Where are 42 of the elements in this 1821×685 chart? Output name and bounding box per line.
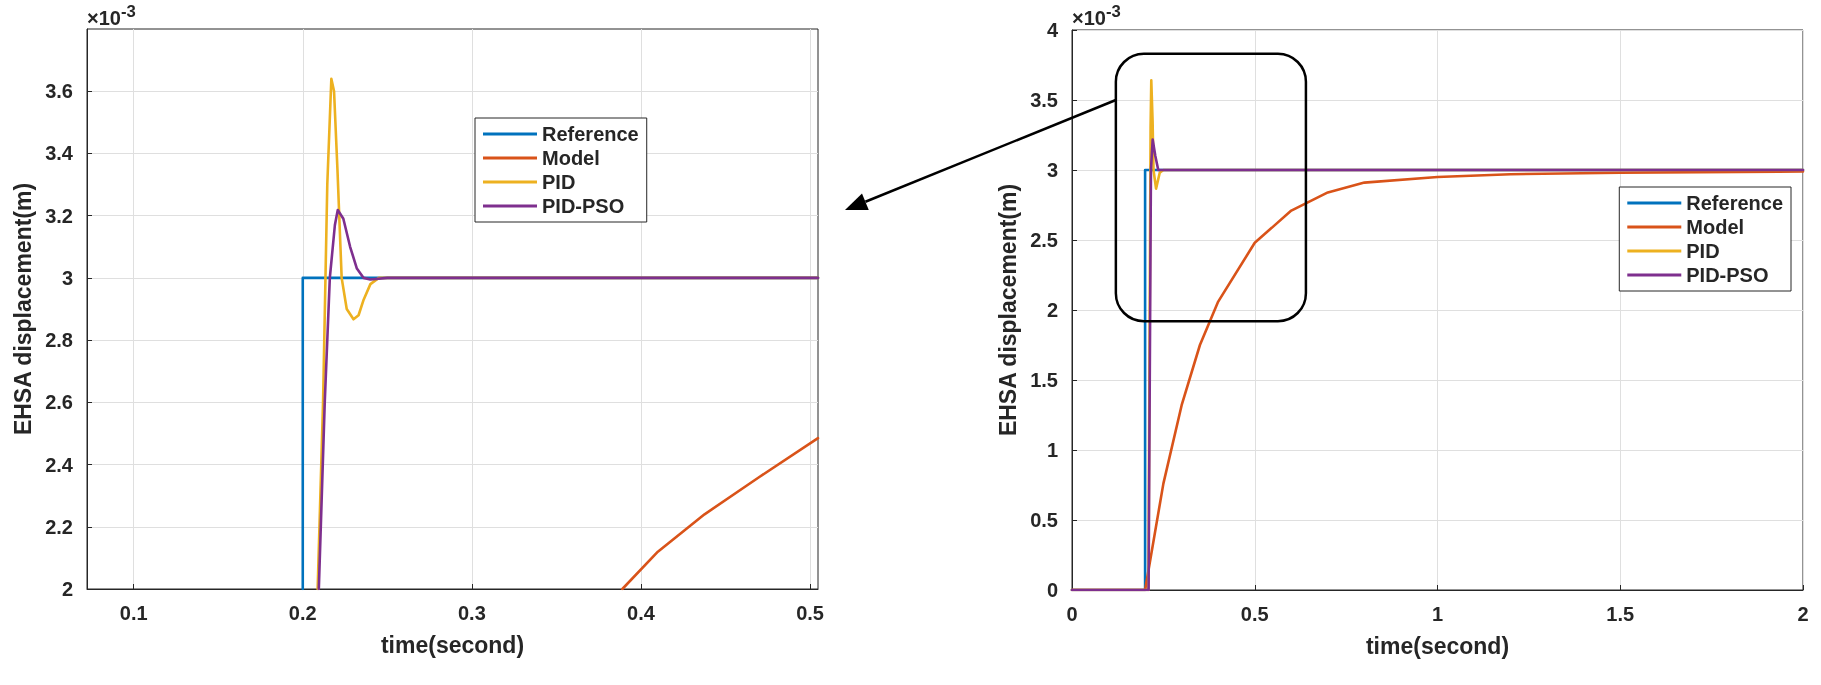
y-axis-title: EHSA displacement(m) [994,183,1021,437]
legend-label: Model [1686,216,1745,238]
y-tick-label: 3 [61,266,73,289]
y-tick-label: 2 [1046,299,1058,321]
x-tick-label: 0.5 [796,602,824,624]
legend-label: Model [542,147,600,169]
x-tick-label: 1 [1431,603,1444,625]
y-tick-label: 1.5 [1030,369,1058,391]
y-tick-label: 0.5 [1030,509,1058,531]
legend-label: PID-PSO [1686,264,1769,286]
x-tick-label: 1.5 [1606,603,1635,625]
x-tick-label: 0.3 [457,602,486,624]
y-tick-label: 2.4 [45,453,74,476]
y-tick-label: 3.2 [45,204,73,227]
x-tick-label: 0.5 [1240,603,1269,625]
y-tick-label: 2 [61,578,73,600]
y-tick-label: 4 [1046,19,1059,41]
y-tick-label: 2.8 [45,329,73,352]
y-tick-label: 3.4 [45,142,74,165]
legend-label: Reference [542,123,639,145]
y-tick-label: 3.6 [45,80,73,103]
legend-label: PID [542,171,576,193]
legend-label: PID [1686,240,1720,262]
y-tick-label: 1 [1046,439,1058,461]
y-tick-label: 3 [1046,159,1058,181]
x-axis-title: time(second) [1365,632,1510,659]
y-tick-label: 2.2 [45,515,73,538]
legend-label: PID-PSO [542,195,625,217]
y-tick-label: 3.5 [1030,89,1058,111]
x-tick-label: 0.4 [627,602,656,624]
x-tick-label: 0 [1066,603,1078,625]
y-tick-label: 2.6 [45,391,73,414]
text: ×10$^{-3}$ [87,2,136,30]
x-tick-label: 0.1 [119,602,148,624]
x-tick-label: 0.2 [288,602,317,624]
text: ×10$^{-3}$ [1072,2,1121,30]
y-tick-label: 0 [1046,579,1058,601]
y-axis-title: EHSA displacement(m) [9,182,36,436]
x-axis-title: time(second) [380,631,525,658]
y-tick-label: 2.5 [1030,229,1058,251]
x-tick-label: 2 [1797,603,1809,625]
legend-label: Reference [1686,192,1783,214]
